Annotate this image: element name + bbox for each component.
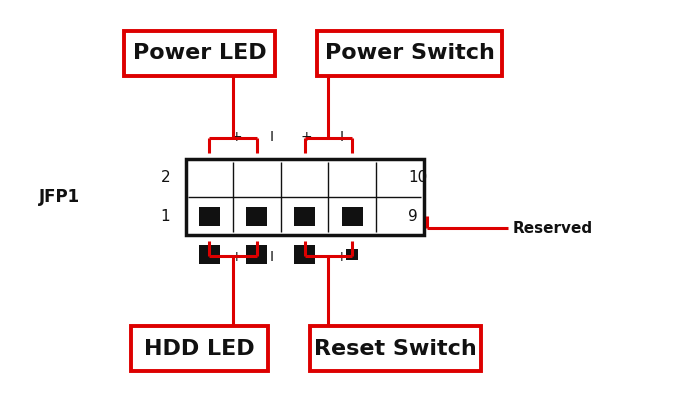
Text: 9: 9 (408, 209, 418, 224)
Bar (199, 206, 220, 226)
Bar (342, 206, 363, 226)
Bar (246, 245, 267, 264)
Text: +: + (231, 250, 242, 264)
Bar (346, 249, 358, 260)
Text: +: + (301, 130, 312, 144)
Bar (294, 206, 315, 226)
Bar (131, 326, 267, 371)
Text: +: + (336, 250, 347, 264)
Text: 10: 10 (408, 170, 427, 185)
Bar (125, 31, 274, 76)
Text: 1: 1 (160, 209, 170, 224)
Text: HDD LED: HDD LED (144, 339, 255, 359)
Bar (186, 159, 424, 236)
Bar (294, 245, 315, 264)
Bar (246, 206, 267, 226)
Bar (199, 245, 220, 264)
Text: JFP1: JFP1 (39, 188, 80, 206)
Text: I: I (340, 130, 344, 144)
Bar (309, 326, 482, 371)
Text: Power LED: Power LED (133, 43, 266, 63)
Text: Reset Switch: Reset Switch (314, 339, 477, 359)
Bar (316, 31, 503, 76)
Text: Power Switch: Power Switch (325, 43, 494, 63)
Text: +: + (231, 130, 242, 144)
Text: I: I (270, 130, 274, 144)
Text: 2: 2 (160, 170, 170, 185)
Text: Reserved: Reserved (513, 221, 593, 236)
Text: I: I (270, 250, 274, 264)
Text: I: I (304, 250, 309, 264)
